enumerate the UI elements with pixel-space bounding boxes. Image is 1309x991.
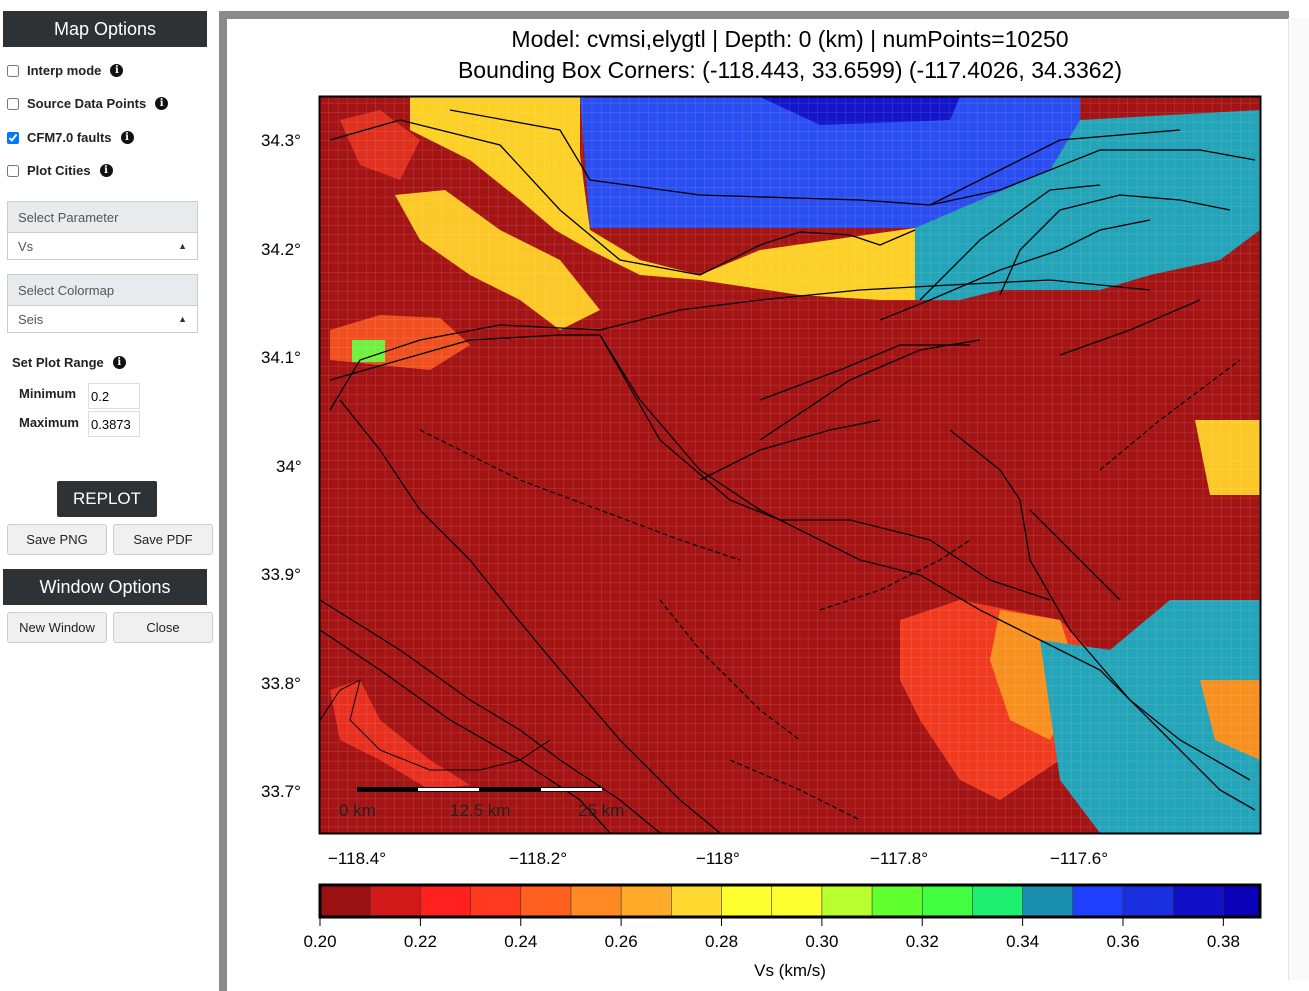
info-icon[interactable]: i [155,97,169,110]
lat-tick: 34.2° [261,240,301,259]
colormap-select-label: Select Colormap [8,275,197,306]
colorbar-segment [1022,885,1074,917]
lat-tick: 33.7° [261,782,301,801]
colorbar-segment [1223,885,1261,917]
plot-cities-option[interactable]: Plot Cities i [7,163,113,178]
colorbar-segment [721,885,773,917]
colorbar-segment [972,885,1024,917]
lon-tick: −117.8° [870,849,929,868]
colorbar-tick-label: 0.30 [805,932,839,951]
info-icon[interactable]: i [112,356,126,369]
colorbar-tick-label: 0.38 [1206,932,1240,951]
plot-range-heading: Set Plot Range i [12,355,126,370]
colorbar-segment [1172,885,1225,917]
plot-title-line2: Bounding Box Corners: (-118.443, 33.6599… [457,57,1123,83]
replot-button[interactable]: REPLOT [57,481,157,517]
colorbar-tick-label: 0.26 [604,932,638,951]
lon-tick: −117.6° [1050,849,1109,868]
source-data-points-option[interactable]: Source Data Points i [7,96,169,111]
cfm-faults-option[interactable]: CFM7.0 faults i [7,130,134,145]
scale-label: 25 km [578,801,625,820]
colorbar-segment [871,885,924,917]
scale-bar [357,787,602,792]
maximum-input[interactable]: 0.3873 [88,411,140,437]
plot-cities-checkbox[interactable] [7,164,19,177]
parameter-value: Vs [18,238,34,254]
map-options-header: Map Options [3,11,207,47]
parameter-select-label: Select Parameter [8,202,197,233]
colormap-value: Seis [18,311,44,327]
info-icon[interactable]: i [120,131,134,144]
colorbar-segment [369,885,422,917]
colormap-select[interactable]: Seis ▲ [8,306,197,332]
minimum-input[interactable]: 0.2 [88,383,140,409]
colorbar-segment [921,885,974,917]
colorbar-segment [821,885,873,917]
info-icon[interactable]: i [99,164,113,177]
save-pdf-button[interactable]: Save PDF [113,524,213,555]
colorbar-segment [470,885,522,917]
lat-tick: 34.3° [261,131,301,150]
maximum-label: Maximum [19,415,79,430]
velocity-map [320,97,1260,833]
scale-label: 0 km [339,801,376,820]
colorbar-segment [671,885,723,917]
interp-mode-checkbox[interactable] [7,64,19,77]
cfm-faults-checkbox[interactable] [7,131,19,144]
colorbar-segment [620,885,673,917]
lat-tick: 34.1° [261,348,301,367]
colorbar-label: Vs (km/s) [754,961,826,980]
colorbar [318,883,1262,926]
minimum-label: Minimum [19,386,77,401]
plot-title-line1: Model: cvmsi,elygtl | Depth: 0 (km) | nu… [511,26,1069,52]
parameter-select-group: Select Parameter Vs ▲ [7,201,198,260]
info-icon[interactable]: i [110,64,124,77]
colorbar-segment [570,885,622,917]
colorbar-frame [318,883,1262,919]
lat-tick: 33.9° [261,565,301,584]
lat-tick: 34° [276,457,302,476]
save-png-button[interactable]: Save PNG [7,524,107,555]
lon-tick: −118.4° [328,849,387,868]
colorbar-tick-label: 0.24 [504,932,538,951]
colorbar-tick-label: 0.22 [403,932,437,951]
lon-tick: −118.2° [509,849,568,868]
parameter-select[interactable]: Vs ▲ [8,233,197,259]
map-frame [318,95,1262,835]
lat-tick: 33.8° [261,674,301,693]
source-data-points-checkbox[interactable] [7,97,19,110]
colorbar-segment [1122,885,1174,917]
close-button[interactable]: Close [113,612,213,643]
colorbar-segment [771,885,823,917]
colorbar-segment [420,885,472,917]
option-label: CFM7.0 faults [27,130,112,145]
interp-mode-option[interactable]: Interp mode i [7,63,124,78]
option-label: Interp mode [27,63,102,78]
new-window-button[interactable]: New Window [7,612,107,643]
colormap-select-group: Select Colormap Seis ▲ [7,274,198,333]
plot-range-label: Set Plot Range [12,355,104,370]
fault-lines [320,109,1256,833]
colorbar-segment [319,885,371,917]
colorbar-segment [520,885,572,917]
scale-label: 12.5 km [450,801,511,820]
colorbar-tick-label: 0.32 [905,932,939,951]
colorbar-tick-label: 0.36 [1106,932,1140,951]
scrollbar[interactable] [1288,18,1309,980]
colorbar-tick-label: 0.34 [1006,932,1040,951]
colorbar-segment [1072,885,1124,917]
option-label: Source Data Points [27,96,147,111]
option-label: Plot Cities [27,163,91,178]
updown-icon: ▲ [178,314,187,324]
lon-tick: −118° [696,849,740,868]
colorbar-tick-label: 0.20 [303,932,337,951]
updown-icon: ▲ [178,241,187,251]
colorbar-tick-label: 0.28 [704,932,739,951]
window-options-header: Window Options [3,569,207,605]
